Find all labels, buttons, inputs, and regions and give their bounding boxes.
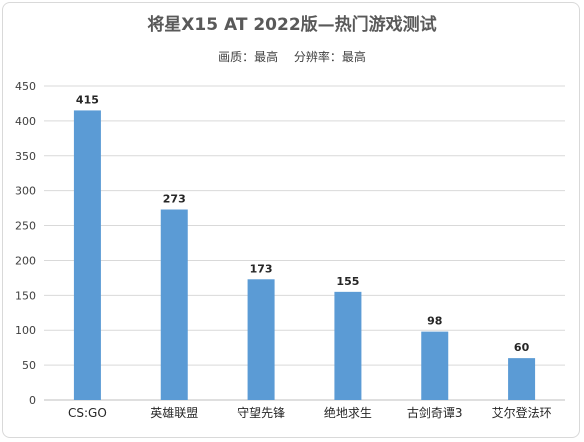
chart-title: 将星X15 AT 2022版—热门游戏测试 bbox=[147, 15, 437, 35]
resolution-setting: 分辨率：最高 bbox=[293, 50, 366, 64]
x-axis-ticks: CS:GO 英雄联盟 守望先锋 绝地求生 古剑奇谭3 艾尔登法环 bbox=[68, 405, 552, 420]
quality-setting: 画质：最高 bbox=[218, 50, 279, 64]
data-label: 415 bbox=[76, 93, 99, 106]
x-tick-label: 英雄联盟 bbox=[150, 405, 198, 420]
bar bbox=[421, 331, 449, 400]
grid-lines bbox=[44, 85, 565, 366]
bar bbox=[247, 279, 275, 400]
data-label: 155 bbox=[336, 275, 359, 288]
x-tick-label: 守望先锋 bbox=[237, 406, 285, 420]
bar bbox=[160, 209, 188, 400]
chart-subtitle: 画质：最高 分辨率：最高 bbox=[0, 48, 584, 65]
bar bbox=[73, 110, 101, 400]
x-tick-label: CS:GO bbox=[68, 406, 107, 420]
y-tick-label: 350 bbox=[15, 150, 36, 163]
y-axis-ticks: 0 50 100 150 200 250 300 350 400 450 bbox=[15, 80, 36, 407]
bar bbox=[334, 291, 362, 400]
y-tick-label: 150 bbox=[15, 289, 36, 302]
y-tick-label: 450 bbox=[15, 80, 36, 93]
data-labels: 415 273 173 155 98 60 bbox=[76, 93, 530, 354]
y-tick-label: 200 bbox=[15, 254, 36, 267]
y-tick-label: 100 bbox=[15, 324, 36, 337]
y-tick-label: 0 bbox=[29, 394, 36, 407]
x-tick-label: 艾尔登法环 bbox=[492, 405, 552, 420]
x-tick-label: 古剑奇谭3 bbox=[407, 405, 463, 420]
data-label: 173 bbox=[250, 262, 273, 275]
x-tick-label: 绝地求生 bbox=[324, 405, 372, 420]
data-label: 98 bbox=[427, 315, 442, 328]
bar bbox=[508, 358, 536, 400]
y-tick-label: 250 bbox=[15, 220, 36, 233]
data-label: 273 bbox=[163, 193, 186, 206]
data-label: 60 bbox=[514, 341, 530, 354]
y-tick-label: 300 bbox=[15, 185, 36, 198]
bars bbox=[73, 110, 536, 400]
y-tick-label: 50 bbox=[22, 359, 36, 372]
y-tick-label: 400 bbox=[15, 115, 36, 128]
